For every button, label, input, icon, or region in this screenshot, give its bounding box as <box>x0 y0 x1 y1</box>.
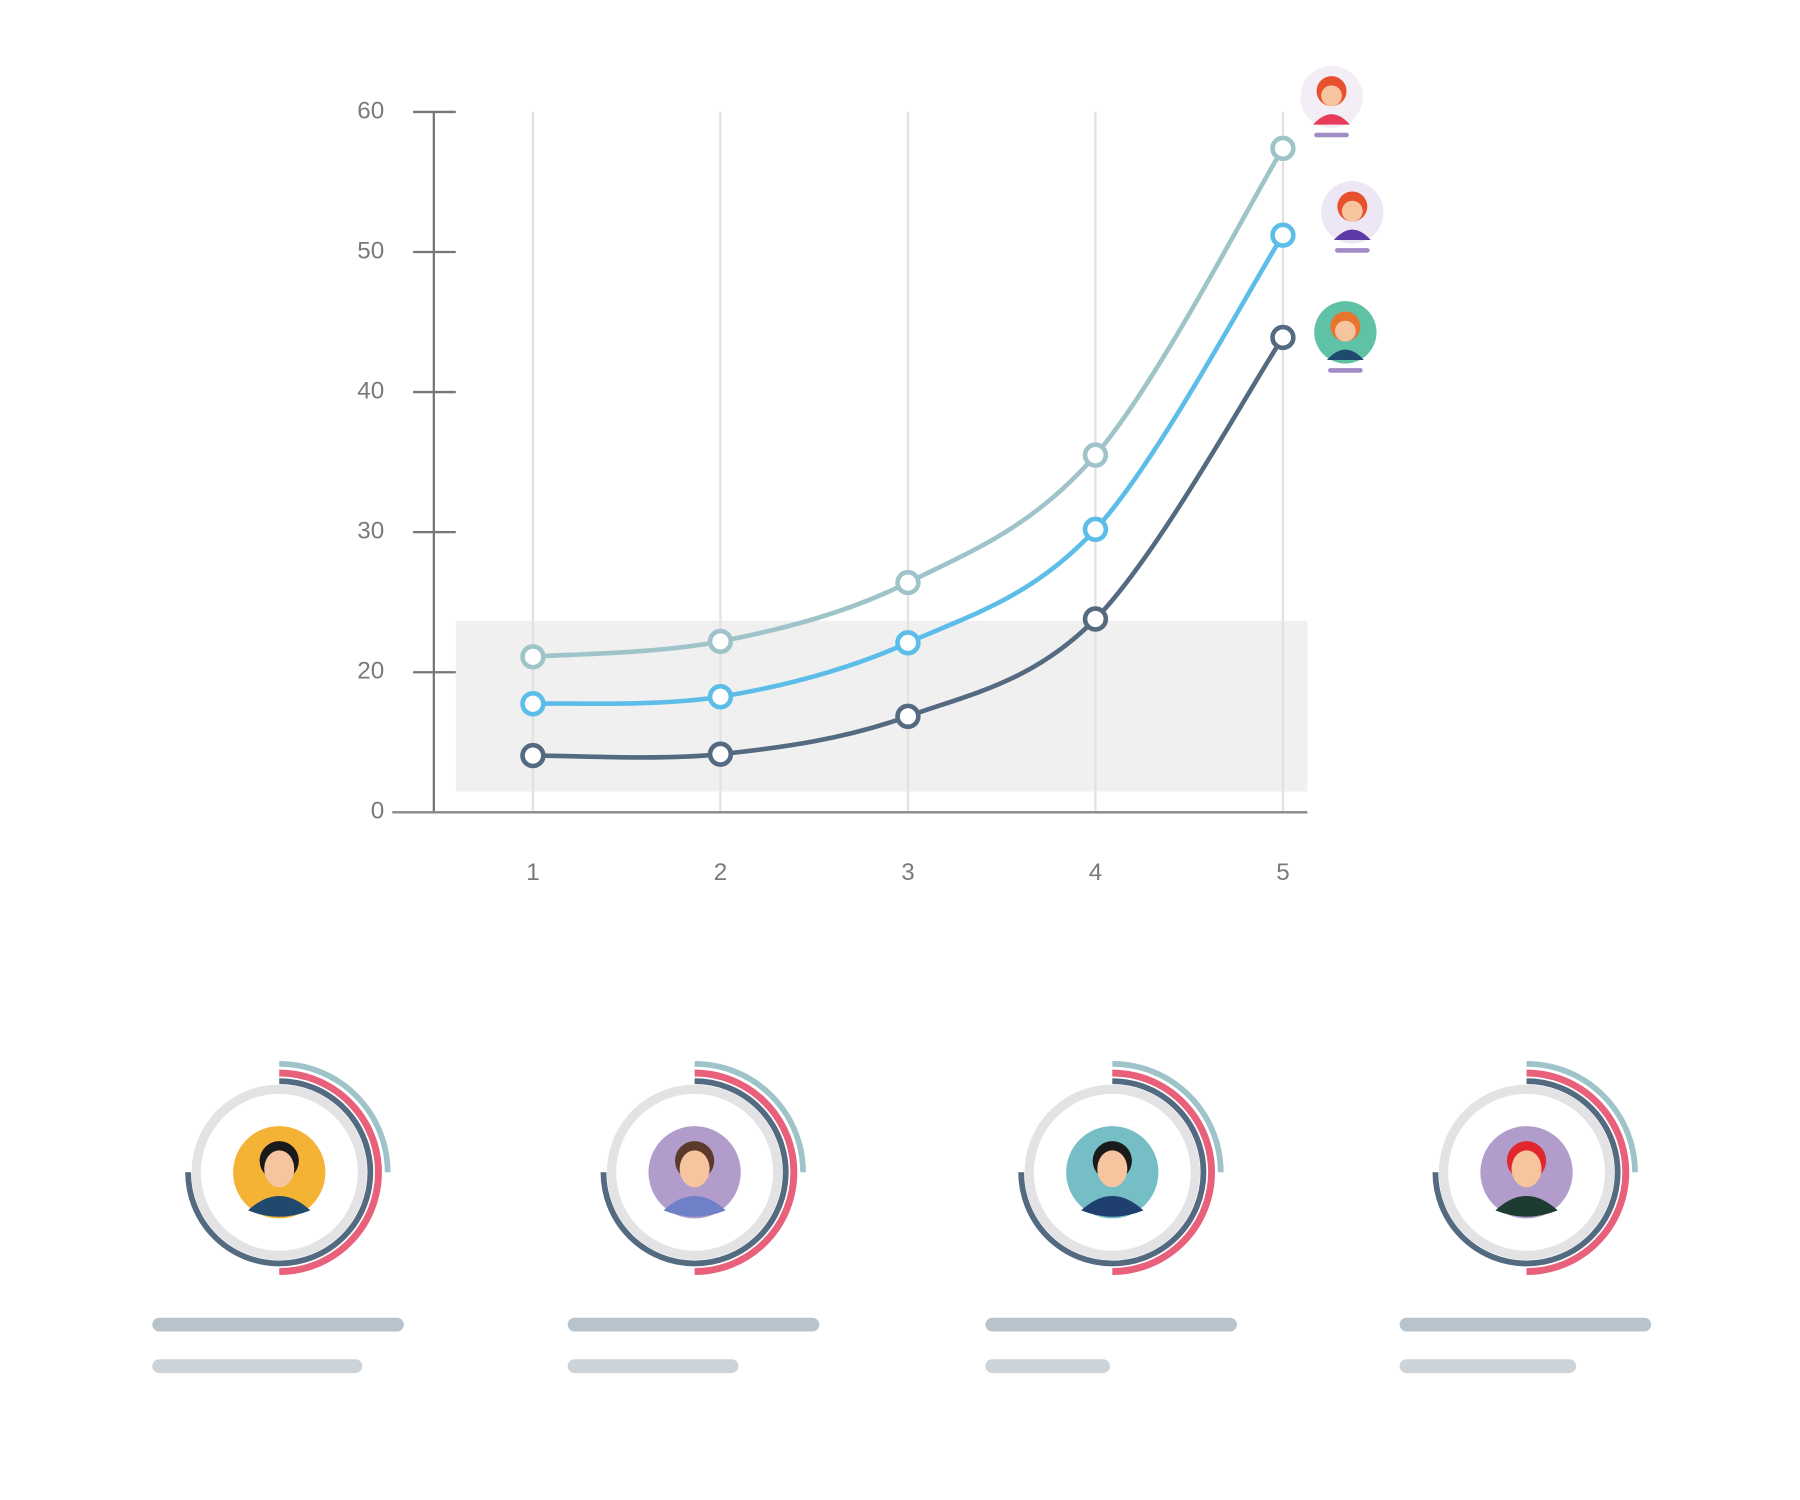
avatar <box>1300 65 1363 138</box>
data-point <box>707 684 734 710</box>
data-point <box>895 630 921 656</box>
avatar-face <box>1321 85 1342 107</box>
ring-inner <box>600 1078 789 1267</box>
avatar-body <box>1333 229 1371 240</box>
avatar-face <box>1097 1150 1128 1188</box>
avatar-body <box>1081 1195 1144 1217</box>
data-point <box>707 628 734 655</box>
x-tick-label: 4 <box>1089 859 1102 886</box>
ring-mid <box>279 1069 382 1275</box>
ring-outer <box>1112 1060 1224 1173</box>
ring-outer <box>279 1060 391 1173</box>
data-point <box>1082 516 1109 543</box>
avatar-body <box>663 1195 726 1217</box>
avatar-face <box>1335 320 1356 342</box>
profile-card <box>985 1060 1237 1374</box>
profile-card <box>567 1060 820 1374</box>
avatar <box>1314 301 1377 373</box>
data-point <box>1270 324 1296 351</box>
text-placeholder <box>985 1359 1110 1374</box>
series-line <box>532 147 1285 660</box>
y-tick-label: 0 <box>371 798 384 825</box>
ring-mid <box>1112 1069 1215 1275</box>
avatar-body <box>1495 1195 1558 1217</box>
text-placeholder <box>567 1359 739 1374</box>
x-tick-label: 5 <box>1276 859 1289 886</box>
data-point <box>895 569 921 596</box>
text-placeholder <box>1399 1317 1652 1332</box>
y-tick-label: 40 <box>357 377 384 404</box>
data-point <box>1082 442 1109 468</box>
series-line <box>532 336 1285 760</box>
text-placeholder <box>152 1317 404 1332</box>
avatar-body <box>1313 114 1350 125</box>
text-placeholder <box>985 1317 1237 1332</box>
data-point <box>520 644 546 670</box>
profile-card <box>152 1060 404 1374</box>
ring-outer <box>1526 1060 1638 1173</box>
ring-inner <box>185 1078 374 1267</box>
data-point <box>1270 222 1296 248</box>
avatar-tag <box>1314 132 1349 138</box>
data-point <box>707 741 734 767</box>
text-placeholder <box>567 1317 820 1332</box>
data-point <box>1082 606 1109 632</box>
x-tick-label: 2 <box>714 859 727 886</box>
profile-card <box>1399 1060 1652 1374</box>
avatar-face <box>679 1150 710 1188</box>
ring-outer <box>694 1060 806 1173</box>
text-placeholder <box>1399 1359 1577 1374</box>
series-line <box>532 233 1285 707</box>
avatar-face <box>1511 1150 1542 1188</box>
y-tick-label: 30 <box>357 518 384 545</box>
ring-mid <box>1526 1069 1630 1275</box>
avatar-body <box>1326 349 1364 360</box>
avatar-body <box>248 1195 311 1217</box>
x-tick-label: 3 <box>901 859 914 886</box>
y-tick-label: 20 <box>357 658 384 685</box>
y-tick-label: 60 <box>357 97 384 124</box>
text-placeholder <box>152 1359 363 1374</box>
ring-inner <box>1018 1078 1207 1267</box>
avatar <box>1321 181 1384 253</box>
highlight-band <box>455 620 1308 792</box>
ring-inner <box>1432 1078 1621 1267</box>
avatar-face <box>1341 200 1363 222</box>
avatar-face <box>264 1150 295 1188</box>
data-point <box>1270 135 1296 162</box>
avatar-tag <box>1328 368 1363 373</box>
x-tick-label: 1 <box>526 859 539 886</box>
data-point <box>520 742 546 769</box>
avatar-tag <box>1335 248 1370 253</box>
ring-mid <box>694 1069 798 1275</box>
data-point <box>895 703 921 730</box>
data-point <box>520 691 546 717</box>
y-tick-label: 50 <box>357 237 384 264</box>
